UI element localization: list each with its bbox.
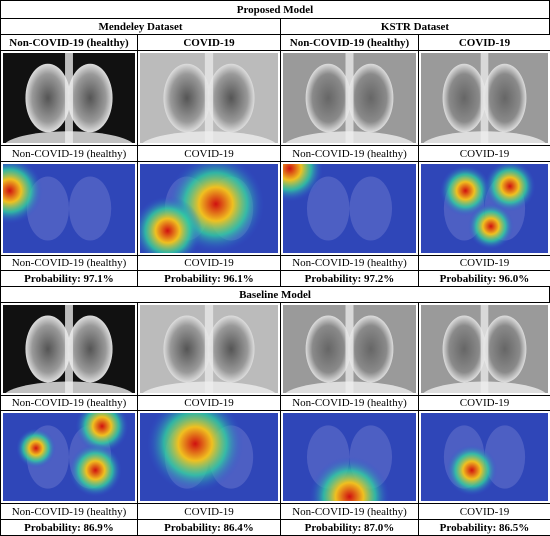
image-cell xyxy=(418,410,550,504)
section-title: Baseline Model xyxy=(0,286,550,303)
image-cell xyxy=(0,410,138,504)
image-cell xyxy=(0,50,138,146)
heatmap-image xyxy=(421,164,548,253)
heatmap-image xyxy=(140,164,278,253)
image-label: COVID-19 xyxy=(137,255,281,271)
heatmap-image xyxy=(3,164,135,253)
image-cell xyxy=(418,161,550,256)
image-label: Non-COVID-19 (healthy) xyxy=(0,395,138,411)
xray-image xyxy=(140,305,278,393)
probability: Probability: 96.1% xyxy=(137,270,281,287)
image-cell xyxy=(280,50,419,146)
dataset-title: Mendeley Dataset xyxy=(0,18,281,35)
image-label: COVID-19 xyxy=(137,145,281,162)
xray-image xyxy=(283,305,416,393)
image-cell xyxy=(137,302,281,396)
xray-image xyxy=(3,305,135,393)
probability: Probability: 87.0% xyxy=(280,519,419,536)
xray-image xyxy=(421,53,548,143)
heatmap-image xyxy=(140,413,278,501)
probability: Probability: 86.9% xyxy=(0,519,138,536)
image-label: COVID-19 xyxy=(418,395,550,411)
image-label: COVID-19 xyxy=(418,145,550,162)
image-cell xyxy=(137,410,281,504)
image-label: COVID-19 xyxy=(418,503,550,520)
probability: Probability: 86.4% xyxy=(137,519,281,536)
image-label: Non-COVID-19 (healthy) xyxy=(280,503,419,520)
image-cell xyxy=(137,161,281,256)
image-cell xyxy=(418,302,550,396)
heatmap-image xyxy=(3,413,135,501)
column-header: COVID-19 xyxy=(137,34,281,51)
image-label: Non-COVID-19 (healthy) xyxy=(0,255,138,271)
heatmap-image xyxy=(283,164,416,253)
image-cell xyxy=(0,161,138,256)
heatmap-image xyxy=(283,413,416,501)
probability: Probability: 97.1% xyxy=(0,270,138,287)
image-label: Non-COVID-19 (healthy) xyxy=(280,255,419,271)
image-label: Non-COVID-19 (healthy) xyxy=(280,145,419,162)
column-header: COVID-19 xyxy=(418,34,550,51)
xray-image xyxy=(283,53,416,143)
image-label: Non-COVID-19 (healthy) xyxy=(0,503,138,520)
image-cell xyxy=(137,50,281,146)
xray-image xyxy=(140,53,278,143)
image-cell xyxy=(280,161,419,256)
image-cell xyxy=(280,302,419,396)
section-title: Proposed Model xyxy=(0,0,550,19)
column-header: Non-COVID-19 (healthy) xyxy=(0,34,138,51)
image-label: COVID-19 xyxy=(418,255,550,271)
image-cell xyxy=(418,50,550,146)
column-header: Non-COVID-19 (healthy) xyxy=(280,34,419,51)
image-label: COVID-19 xyxy=(137,503,281,520)
probability: Probability: 86.5% xyxy=(418,519,550,536)
image-label: Non-COVID-19 (healthy) xyxy=(0,145,138,162)
probability: Probability: 96.0% xyxy=(418,270,550,287)
heatmap-image xyxy=(421,413,548,501)
image-label: Non-COVID-19 (healthy) xyxy=(280,395,419,411)
xray-image xyxy=(421,305,548,393)
dataset-title: KSTR Dataset xyxy=(280,18,550,35)
image-label: COVID-19 xyxy=(137,395,281,411)
image-cell xyxy=(280,410,419,504)
image-cell xyxy=(0,302,138,396)
probability: Probability: 97.2% xyxy=(280,270,419,287)
xray-image xyxy=(3,53,135,143)
